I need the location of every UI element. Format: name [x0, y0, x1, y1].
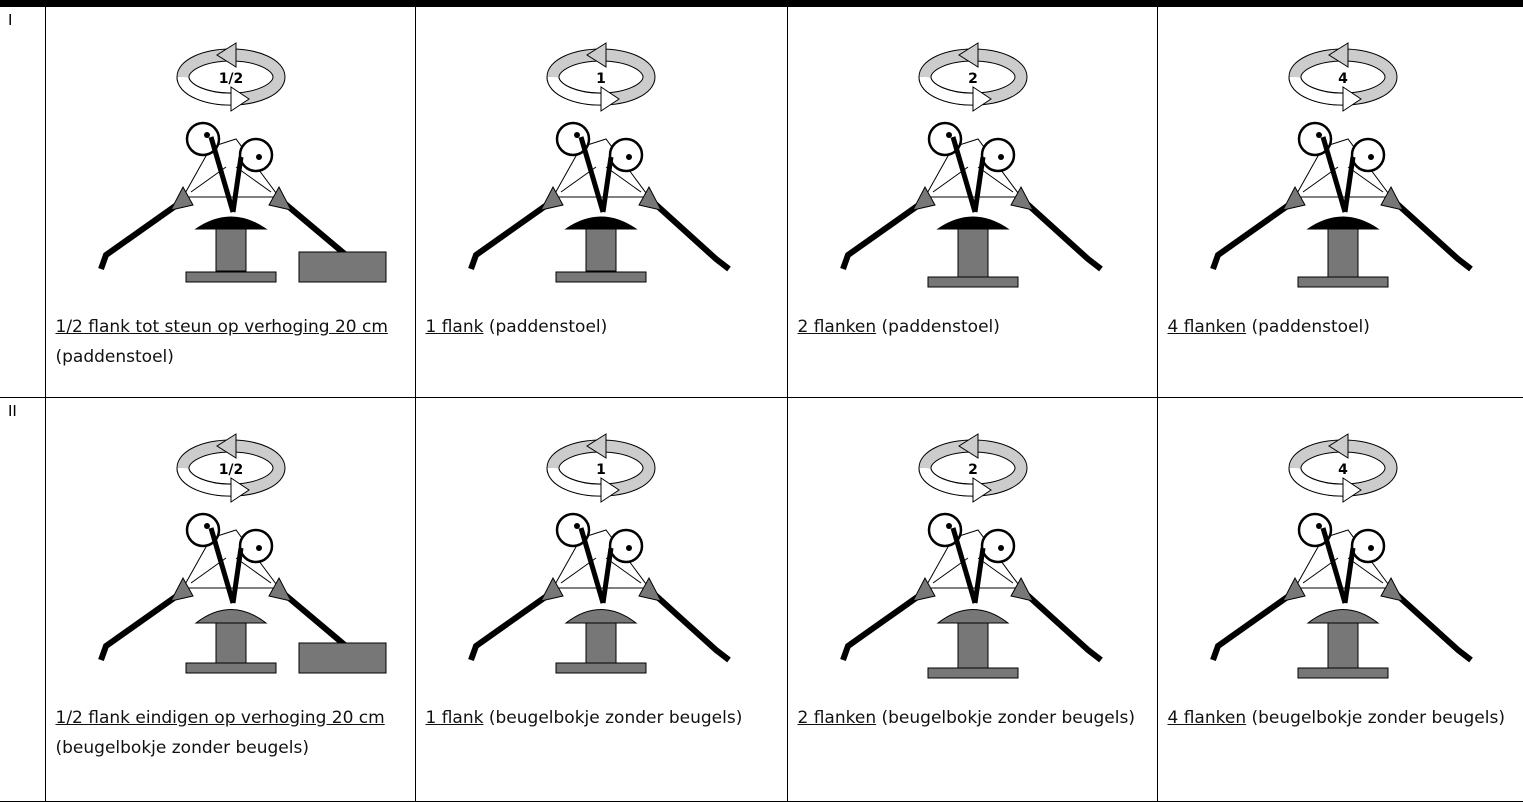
caption-text: (paddenstoel): [1252, 317, 1370, 337]
rotation-label: 4: [1338, 71, 1348, 87]
exercise-cell: 2 2 flanken (paddenstoel): [787, 7, 1157, 397]
caption-text: (beugelbokje zonder beugels): [56, 738, 309, 758]
exercise-cell: 1 1 flank (paddenstoel): [415, 7, 787, 397]
exercise-cell: 1 1 flank (beugelbokje zonder beugels): [415, 397, 787, 801]
exercise-cell: 1/2 1/2 flank tot steun op verhoging 20 c…: [45, 7, 415, 397]
exercise-table: I 1/2 1/2 flank tot steun op verhoging 20…: [0, 7, 1523, 802]
caption: 2 flanken (paddenstoel): [788, 312, 1157, 342]
caption-link: 4 flanken: [1168, 708, 1247, 728]
apparatus: [556, 217, 646, 282]
apparatus: [1298, 609, 1388, 678]
illustration: 1: [416, 7, 784, 312]
rotation-label: 4: [1338, 462, 1348, 478]
caption: 2 flanken (beugelbokje zonder beugels): [788, 703, 1157, 733]
exercise-cell: 2 2 flanken (beugelbokje zonder beugels): [787, 397, 1157, 801]
caption-link: 1 flank: [426, 708, 484, 728]
illustration: 1: [416, 398, 784, 703]
caption-text: (beugelbokje zonder beugels): [882, 708, 1135, 728]
row-label-cell: I: [0, 7, 45, 397]
caption-link: 1 flank: [426, 317, 484, 337]
row-label-cell: II: [0, 397, 45, 801]
caption-text: (beugelbokje zonder beugels): [489, 708, 742, 728]
caption: 1 flank (paddenstoel): [416, 312, 787, 342]
caption: 1/2 flank eindigen op verhoging 20 cm (b…: [46, 703, 415, 763]
caption-text: (paddenstoel): [489, 317, 607, 337]
apparatus: [186, 609, 386, 673]
caption-text: (paddenstoel): [56, 347, 174, 367]
caption-text: (paddenstoel): [882, 317, 1000, 337]
apparatus: [928, 609, 1018, 678]
illustration: 1/2: [46, 398, 414, 703]
rotation-label: 1: [596, 71, 606, 87]
exercise-cell: 1/2 1/2 flank eindigen op verhoging 20 cm…: [45, 397, 415, 801]
caption-link: 2 flanken: [798, 708, 877, 728]
caption: 1/2 flank tot steun op verhoging 20 cm (…: [46, 312, 415, 372]
caption: 1 flank (beugelbokje zonder beugels): [416, 703, 787, 733]
rotation-label: 1/2: [218, 71, 243, 87]
row-label: I: [0, 7, 45, 33]
rotation-label: 1/2: [218, 462, 243, 478]
apparatus: [1298, 217, 1388, 287]
exercise-cell: 4 4 flanken (paddenstoel): [1157, 7, 1523, 397]
illustration: 4: [1158, 398, 1523, 703]
caption-link: 2 flanken: [798, 317, 877, 337]
table-row: II 1/2 1/2 flank eindigen op verhoging 20…: [0, 397, 1523, 801]
apparatus: [186, 217, 386, 282]
caption: 4 flanken (paddenstoel): [1158, 312, 1523, 342]
top-bar: [0, 0, 1523, 7]
apparatus: [556, 609, 646, 673]
rotation-label: 2: [968, 462, 978, 478]
illustration: 4: [1158, 7, 1523, 312]
row-label: II: [0, 398, 45, 424]
exercise-cell: 4 4 flanken (beugelbokje zonder beugels): [1157, 397, 1523, 801]
rotation-label: 1: [596, 462, 606, 478]
illustration: 1/2: [46, 7, 414, 312]
caption-link: 4 flanken: [1168, 317, 1247, 337]
apparatus: [928, 217, 1018, 287]
rotation-label: 2: [968, 71, 978, 87]
caption-link: 1/2 flank tot steun op verhoging 20 cm: [56, 317, 388, 337]
table-row: I 1/2 1/2 flank tot steun op verhoging 20…: [0, 7, 1523, 397]
illustration: 2: [788, 7, 1156, 312]
caption-text: (beugelbokje zonder beugels): [1252, 708, 1505, 728]
illustration: 2: [788, 398, 1156, 703]
caption-link: 1/2 flank eindigen op verhoging 20 cm: [56, 708, 385, 728]
caption: 4 flanken (beugelbokje zonder beugels): [1158, 703, 1523, 733]
